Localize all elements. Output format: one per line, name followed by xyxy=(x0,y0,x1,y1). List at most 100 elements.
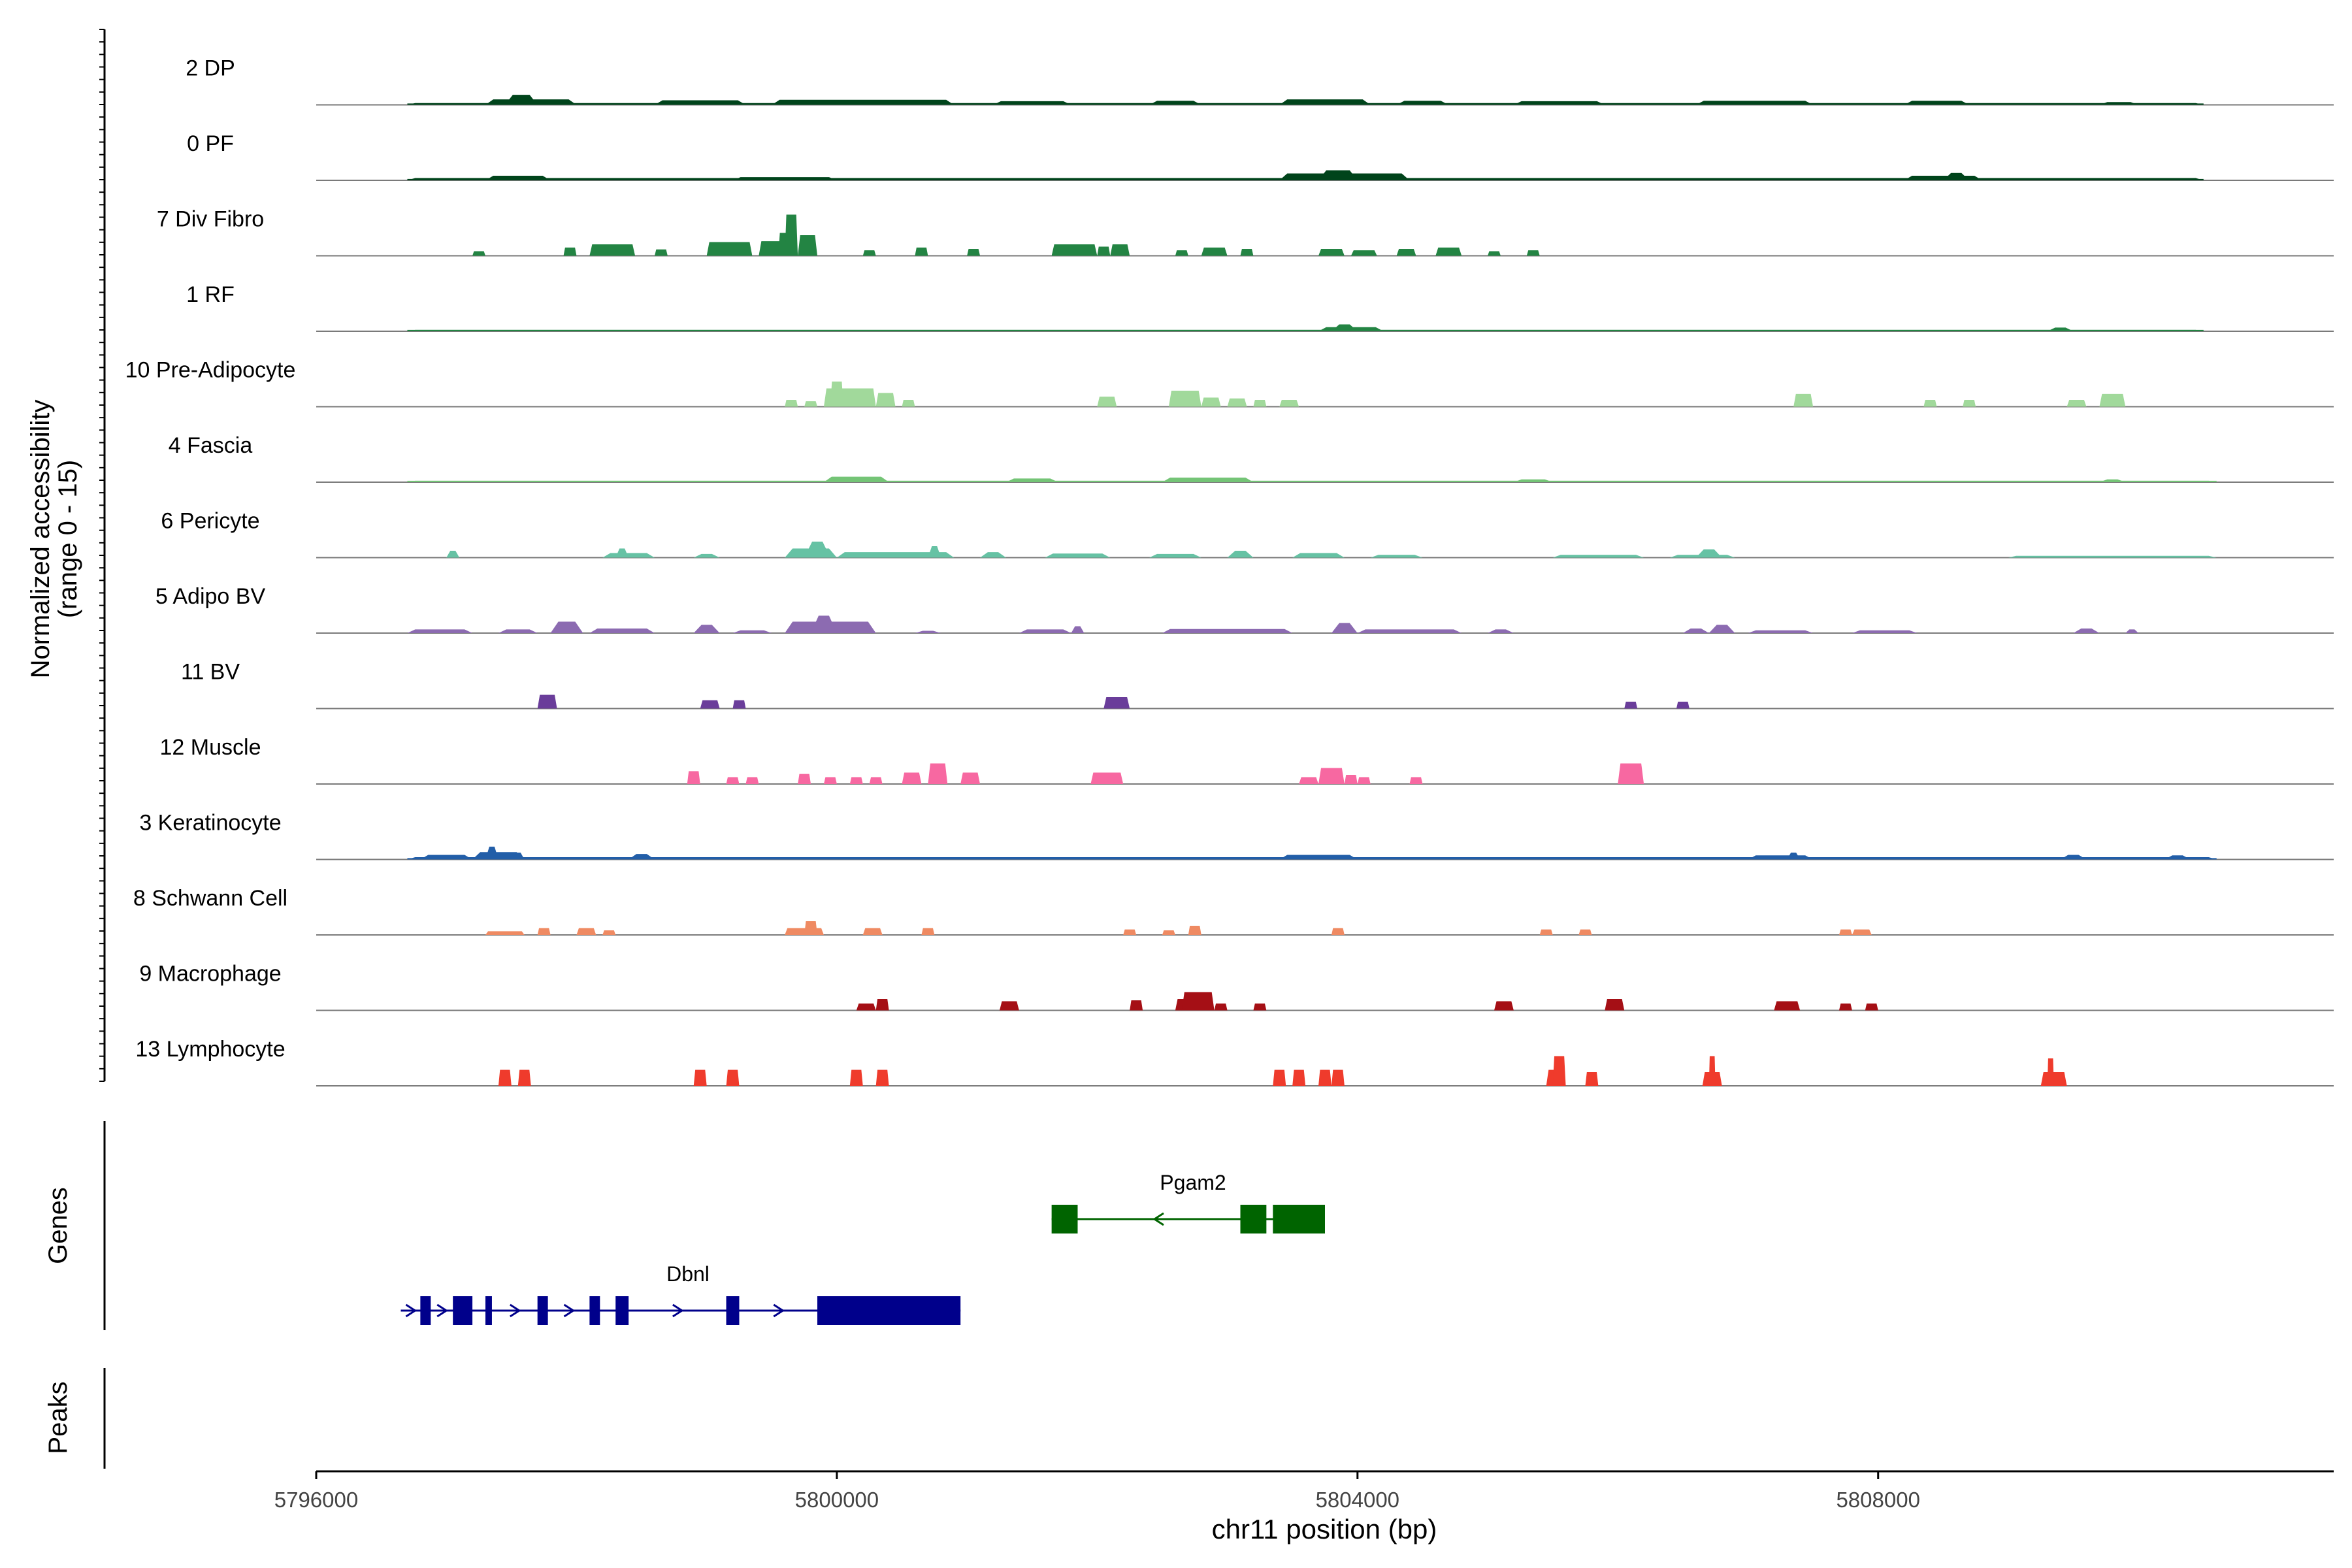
signal-peak xyxy=(700,700,720,709)
strand-arrow xyxy=(436,1303,449,1318)
signal-peak xyxy=(1097,246,1111,256)
gene-exon xyxy=(1273,1205,1325,1233)
gene-exon xyxy=(420,1296,431,1325)
signal-peak xyxy=(1201,247,1228,256)
signal-peak xyxy=(804,401,818,407)
signal-peak xyxy=(732,177,837,180)
signal-peak xyxy=(2125,629,2139,633)
signal-peak xyxy=(654,100,746,105)
signal-peak xyxy=(1273,1070,1286,1086)
signal-peak xyxy=(999,1001,1019,1011)
signal-peak xyxy=(1695,549,1722,558)
gene-exon xyxy=(817,1296,961,1325)
signal-peak xyxy=(1695,101,1814,105)
gene-name-label: Pgam2 xyxy=(1160,1171,1226,1194)
signal-peak xyxy=(2047,327,2074,331)
signal-peak xyxy=(732,700,746,709)
signal-peak xyxy=(1331,928,1345,935)
axes: 5796000 5800000 5804000 5808000 xyxy=(99,29,2334,1512)
track-5: 10 Pre-Adipocyte xyxy=(125,358,2334,408)
signal-peak xyxy=(602,930,616,935)
signal-peak xyxy=(2060,855,2087,860)
gene-exon xyxy=(615,1296,629,1325)
signal-peak xyxy=(2066,400,2087,407)
signal-peak xyxy=(804,921,818,935)
signal-peak xyxy=(693,553,720,558)
signal-peak xyxy=(537,694,557,709)
track-label: 10 Pre-Adipocyte xyxy=(125,358,296,383)
signal-peak xyxy=(928,763,948,784)
track-label: 4 Fascia xyxy=(169,433,253,458)
signal-peak xyxy=(856,1004,876,1011)
signal-peak xyxy=(1370,555,1423,558)
signal-peak xyxy=(1175,250,1188,256)
track-9: 11 BV xyxy=(181,660,2334,710)
signal-peak xyxy=(1110,244,1130,256)
signal-peak xyxy=(1943,172,1970,180)
signal-peak xyxy=(563,247,577,256)
track-label: 6 Pericyte xyxy=(161,509,259,534)
track-6: 4 Fascia xyxy=(169,433,2334,483)
signal-peak xyxy=(875,393,896,407)
track-label: 7 Div Fibro xyxy=(157,207,264,232)
signal-peak xyxy=(1344,775,1358,784)
signal-peak xyxy=(1201,397,1221,407)
accessibility-tracks: 2 DP 0 PF 7 Div Fibro 1 RF 10 Pre-Adipocyte 4… xyxy=(125,56,2334,1086)
signal-peak xyxy=(498,629,538,633)
signal-peak xyxy=(1253,400,1267,407)
signal-peak xyxy=(1051,244,1098,256)
gene-dbnl: Dbnl xyxy=(400,1262,961,1325)
signal-peak xyxy=(550,621,583,633)
signal-peak xyxy=(504,95,538,105)
signal-peak xyxy=(537,928,551,935)
signal-peak xyxy=(1838,929,1852,935)
signal-peak xyxy=(485,931,525,935)
strand-arrow xyxy=(672,1303,684,1318)
track-12: 8 Schwann Cell xyxy=(133,886,2334,936)
signal-peak xyxy=(1357,777,1371,784)
strand-arrow xyxy=(405,1303,417,1318)
signal-peak xyxy=(1585,1072,1599,1086)
signal-peak xyxy=(1279,400,1299,407)
signal-peak xyxy=(576,928,596,935)
signal-peak xyxy=(706,242,753,256)
signal-peak xyxy=(1253,1004,1267,1011)
x-tick-label: 5796000 xyxy=(274,1488,358,1512)
gene-exon xyxy=(1240,1205,1267,1233)
signal-peak xyxy=(862,250,876,256)
signal-peak xyxy=(1318,249,1345,256)
y-axis-label: Normalized accessibility xyxy=(26,400,55,679)
signal-peak xyxy=(960,772,981,784)
signal-peak xyxy=(615,548,629,558)
strand-arrow xyxy=(563,1303,576,1318)
signal-peak xyxy=(1130,1000,1143,1011)
signal-peak xyxy=(830,382,843,407)
signal-peak xyxy=(928,546,941,558)
signal-peak xyxy=(1279,855,1358,860)
signal-peak xyxy=(1748,630,1814,633)
signal-peak xyxy=(1624,702,1638,709)
signal-peak xyxy=(485,846,498,860)
signal-peak xyxy=(1005,478,1058,482)
x-tick-label: 5800000 xyxy=(795,1488,879,1512)
signal-peak xyxy=(967,249,981,256)
track-label: 5 Adipo BV xyxy=(155,584,266,609)
signal-peak xyxy=(1350,250,1377,256)
signal-peak xyxy=(849,1070,863,1086)
x-tick-label: 5804000 xyxy=(1316,1488,1399,1512)
x-tick-label: 5808000 xyxy=(1836,1488,1919,1512)
signal-peak xyxy=(915,630,941,633)
signal-peak xyxy=(602,553,655,558)
gene-pgam2: Pgam2 xyxy=(1051,1171,1325,1233)
signal-peak xyxy=(1103,697,1130,709)
signal-peak xyxy=(1793,393,1814,407)
signal-peak xyxy=(472,251,485,256)
track-4: 1 RF xyxy=(186,282,2334,332)
signal-peak xyxy=(1019,629,1071,633)
signal-peak xyxy=(1748,855,1814,860)
signal-peak xyxy=(1852,929,1872,935)
genes-axis-label: Genes xyxy=(44,1187,73,1264)
peaks-axis-label: Peaks xyxy=(44,1381,73,1454)
signal-peak xyxy=(1513,101,1605,105)
